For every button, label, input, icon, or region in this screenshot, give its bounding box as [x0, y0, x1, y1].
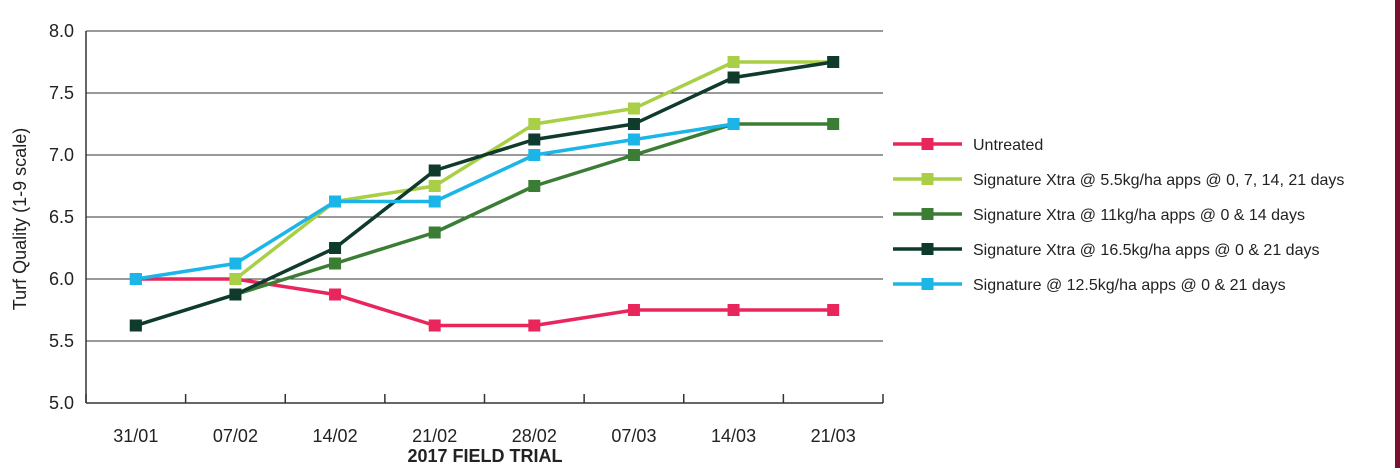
data-point	[428, 226, 441, 239]
grid-lines	[86, 30, 883, 404]
x-tick-labels: 31/01 07/02 14/02 21/02 28/02 07/03 14/03 21/03	[113, 426, 855, 446]
data-point	[528, 118, 541, 130]
data-point	[329, 257, 342, 270]
y-axis-label: Turf Quality (1-9 scale)	[10, 128, 30, 310]
data-point	[528, 133, 541, 146]
data-point	[827, 56, 840, 68]
data-point	[229, 273, 242, 285]
x-axis-label: 2017 FIELD TRIAL	[407, 446, 562, 466]
x-tick-label: 14/02	[313, 426, 358, 446]
legend-label: Untreated	[973, 137, 1043, 154]
series-2	[229, 56, 840, 285]
series-4	[129, 56, 840, 332]
y-tick-label: 6.0	[49, 269, 74, 289]
legend-swatch-marker	[921, 243, 934, 255]
series-line	[234, 60, 834, 281]
data-point	[528, 149, 541, 161]
data-point	[528, 319, 541, 332]
data-point	[428, 164, 441, 177]
y-tick-labels: 5.0 5.5 6.0 6.5 7.0 7.5 8.0	[49, 21, 74, 413]
data-point	[229, 288, 242, 301]
legend-item: Signature Xtra @ 5.5kg/ha apps @ 0, 7, 1…	[893, 172, 1344, 189]
x-tick-label: 07/03	[611, 426, 656, 446]
y-tick-label: 8.0	[49, 21, 74, 41]
x-tick-label: 21/03	[811, 426, 856, 446]
series-line	[135, 60, 834, 328]
data-point	[229, 257, 242, 270]
data-point	[329, 195, 342, 208]
data-point	[627, 133, 640, 146]
y-tick-label: 7.5	[49, 83, 74, 103]
y-tick-label: 7.0	[49, 145, 74, 165]
y-tick-label: 6.5	[49, 207, 74, 227]
data-point	[129, 273, 142, 285]
data-point	[727, 71, 740, 84]
x-tick-label: 28/02	[512, 426, 557, 446]
x-tick-label: 14/03	[711, 426, 756, 446]
legend-item: Signature Xtra @ 16.5kg/ha apps @ 0 & 21…	[893, 242, 1319, 259]
legend-swatch-marker	[921, 138, 934, 150]
data-point	[627, 149, 640, 161]
legend-label: Signature Xtra @ 16.5kg/ha apps @ 0 & 21…	[973, 242, 1319, 259]
data-point	[827, 118, 840, 130]
legend-item: Untreated	[893, 137, 1043, 154]
data-point	[827, 304, 840, 316]
data-point	[727, 118, 740, 130]
legend-label: Signature @ 12.5kg/ha apps @ 0 & 21 days	[973, 277, 1286, 294]
legend-label: Signature Xtra @ 5.5kg/ha apps @ 0, 7, 1…	[973, 172, 1344, 189]
data-point	[129, 319, 142, 332]
data-point	[627, 304, 640, 316]
axes	[85, 31, 884, 404]
data-point	[627, 102, 640, 115]
right-edge-border	[1395, 0, 1400, 468]
legend-item: Signature Xtra @ 11kg/ha apps @ 0 & 14 d…	[893, 207, 1305, 224]
data-point	[428, 195, 441, 208]
series-lines	[129, 56, 840, 332]
legend-item: Signature @ 12.5kg/ha apps @ 0 & 21 days	[893, 277, 1286, 294]
legend-label: Signature Xtra @ 11kg/ha apps @ 0 & 14 d…	[973, 207, 1305, 224]
data-point	[528, 180, 541, 192]
legend-swatch-marker	[921, 173, 934, 185]
x-tick-label: 07/02	[213, 426, 258, 446]
data-point	[329, 242, 342, 254]
y-tick-label: 5.0	[49, 393, 74, 413]
series-5	[129, 118, 740, 285]
data-point	[428, 319, 441, 332]
x-tick-label: 21/02	[412, 426, 457, 446]
legend: Untreated Signature Xtra @ 5.5kg/ha apps …	[893, 137, 1344, 294]
series-line	[135, 277, 834, 328]
data-point	[329, 288, 342, 301]
data-point	[428, 180, 441, 192]
data-point	[627, 118, 640, 130]
x-tick-label: 31/01	[113, 426, 158, 446]
data-point	[727, 56, 740, 68]
series-line	[135, 122, 834, 328]
y-tick-label: 5.5	[49, 331, 74, 351]
data-point	[727, 304, 740, 316]
legend-swatch-marker	[921, 208, 934, 220]
legend-swatch-marker	[921, 278, 934, 290]
